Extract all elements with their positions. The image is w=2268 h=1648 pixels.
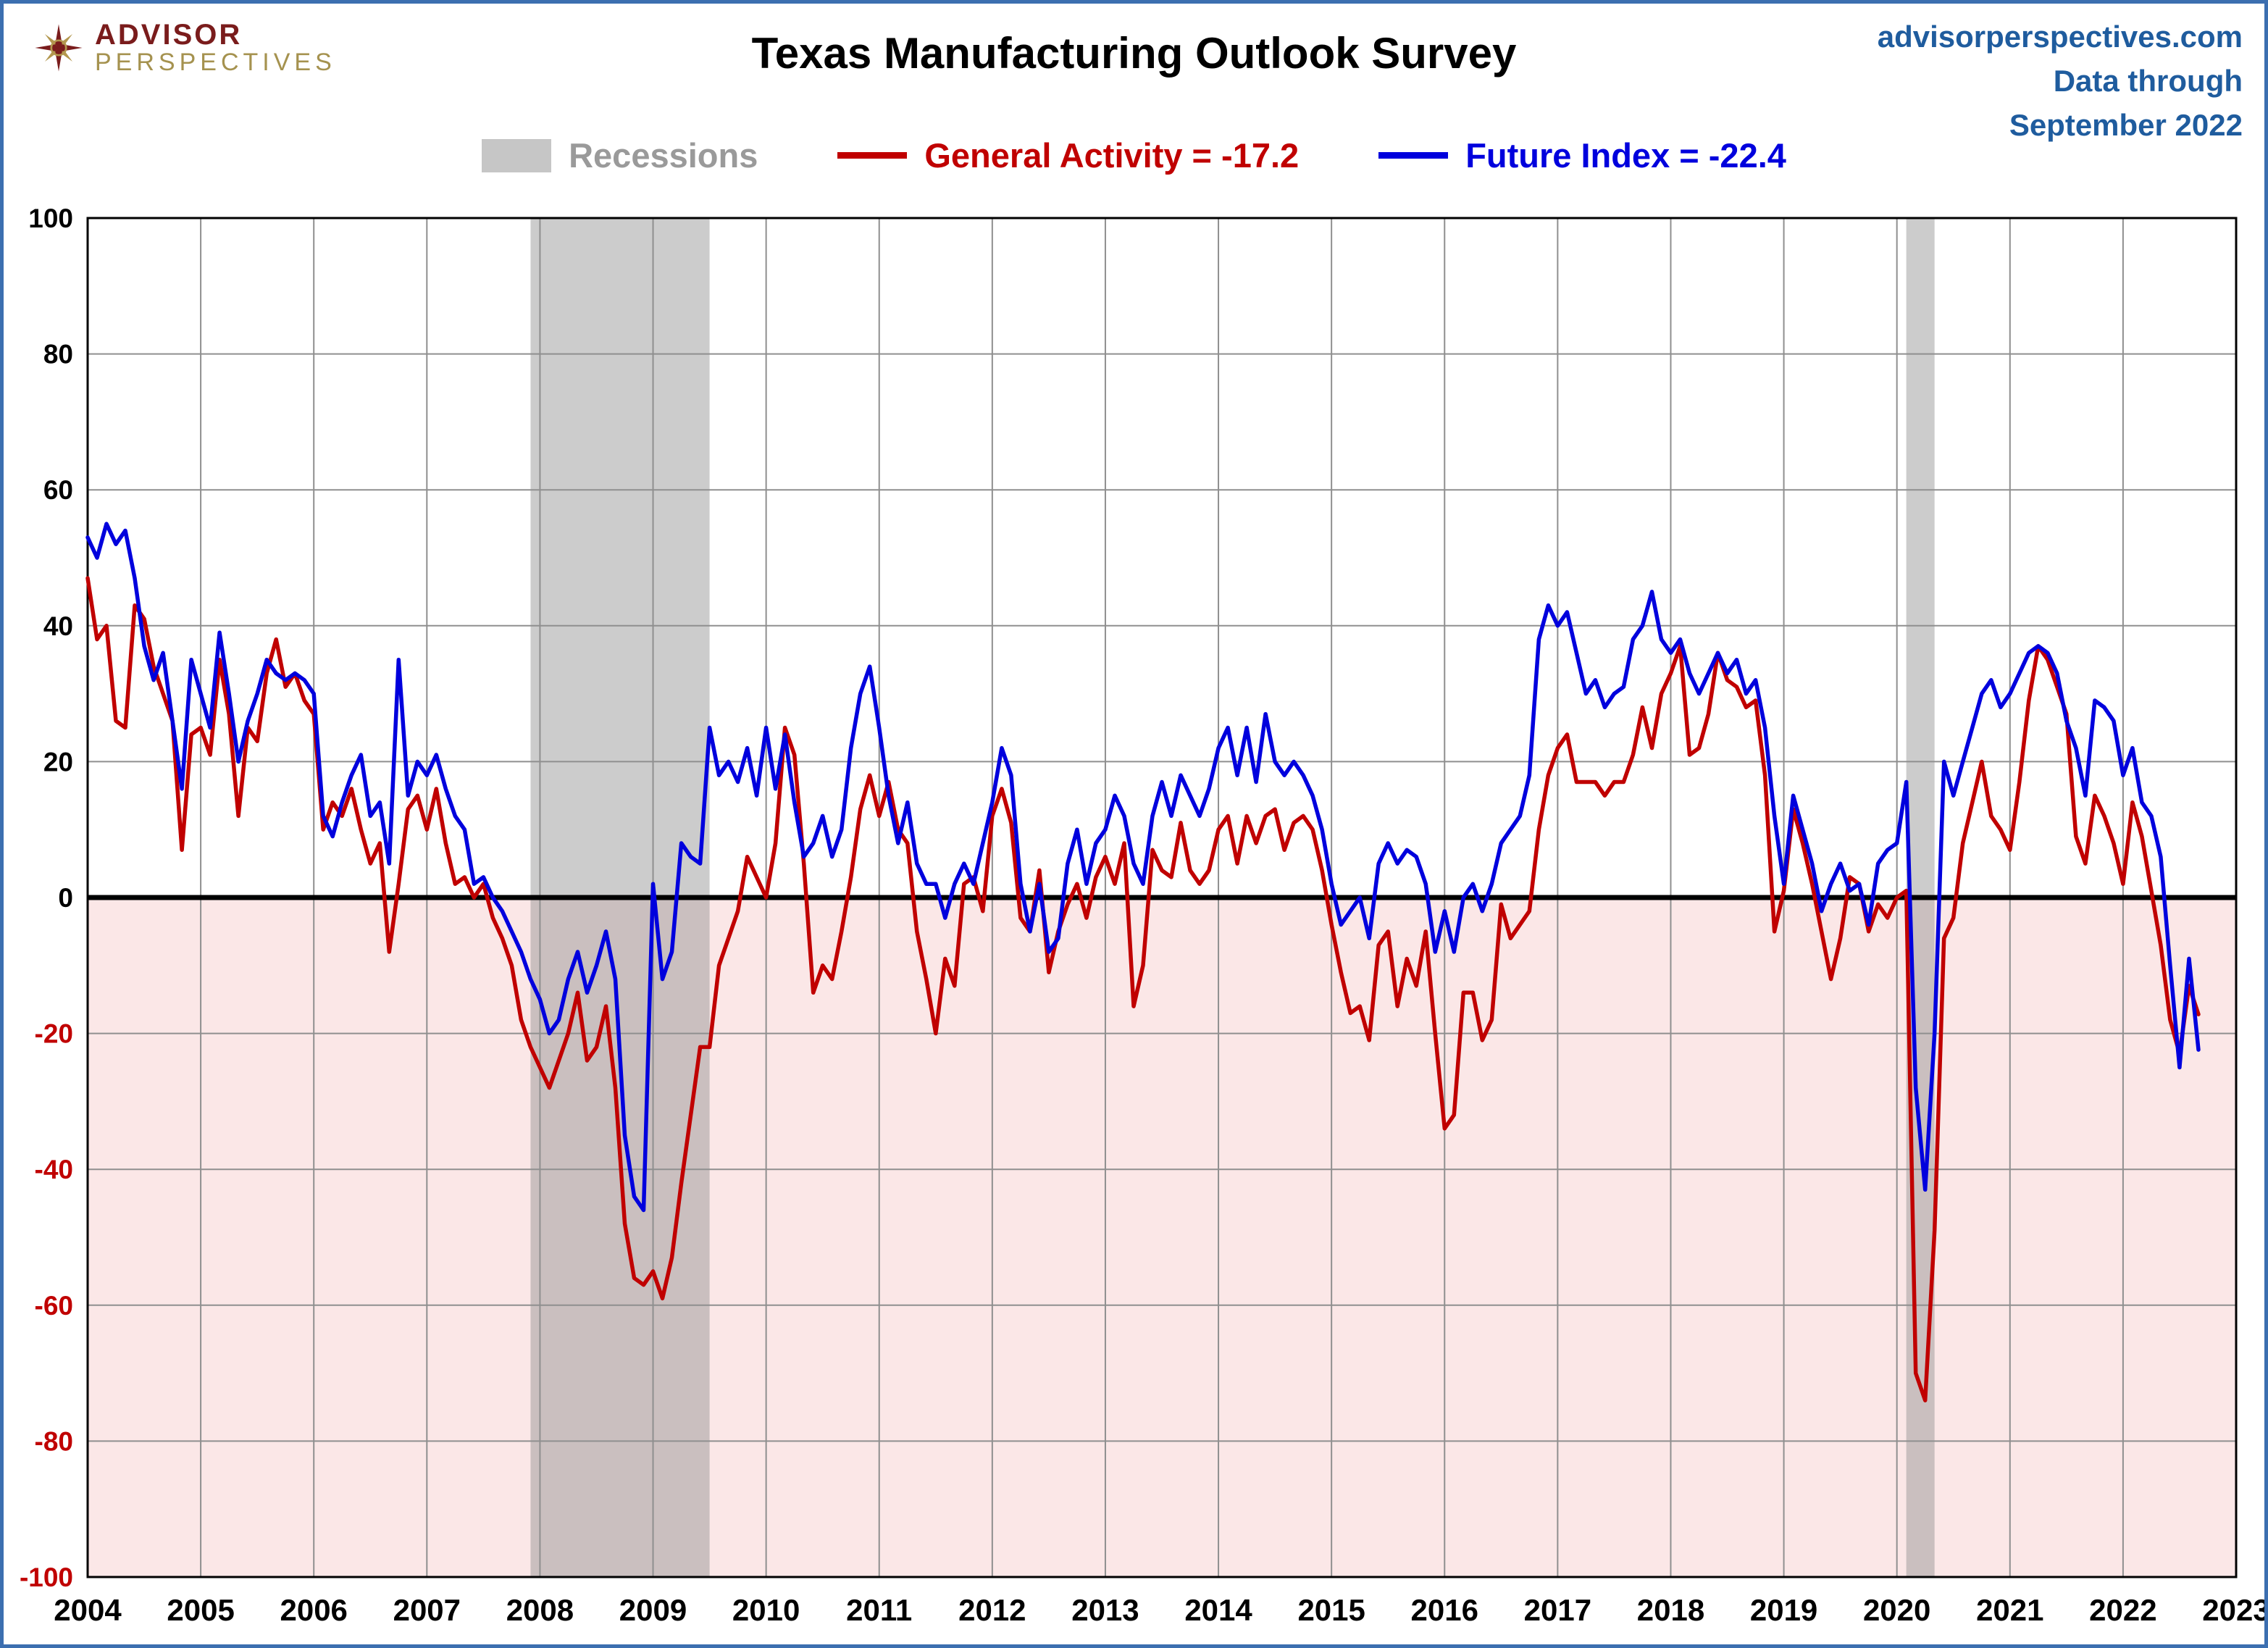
- y-axis-tick-label: -20: [35, 1019, 73, 1049]
- x-axis-tick-label: 2022: [2089, 1593, 2156, 1627]
- data-through-date: September 2022: [2009, 107, 2243, 142]
- logo-perspectives-text: PERSPECTIVES: [95, 49, 336, 76]
- logo-wordmark: ADVISOR PERSPECTIVES: [95, 20, 336, 76]
- advisor-perspectives-logo: ADVISOR PERSPECTIVES: [34, 20, 336, 76]
- y-axis-tick-label: 80: [43, 340, 73, 369]
- y-axis-tick-label: 40: [43, 611, 73, 641]
- source-url-text: advisorperspectives.com: [1877, 20, 2243, 54]
- legend-item-general-activity: General Activity = -17.2: [837, 135, 1299, 175]
- x-axis-tick-label: 2012: [958, 1593, 1026, 1627]
- x-axis-tick-label: 2023: [2202, 1593, 2268, 1627]
- x-axis-tick-label: 2013: [1071, 1593, 1139, 1627]
- y-axis-tick-label: 20: [43, 747, 73, 777]
- x-axis-tick-label: 2018: [1637, 1593, 1704, 1627]
- below-zero-region: [88, 898, 2236, 1577]
- x-axis-tick-label: 2014: [1184, 1593, 1252, 1627]
- x-axis-tick-label: 2019: [1750, 1593, 1817, 1627]
- data-through-label: Data through: [2053, 63, 2243, 98]
- x-axis-tick-label: 2015: [1297, 1593, 1365, 1627]
- x-axis-tick-label: 2017: [1524, 1593, 1591, 1627]
- y-axis-tick-label: -40: [35, 1155, 73, 1184]
- x-axis-tick-label: 2016: [1411, 1593, 1478, 1627]
- x-axis-tick-label: 2010: [732, 1593, 800, 1627]
- x-axis-tick-label: 2007: [393, 1593, 461, 1627]
- x-axis-tick-label: 2009: [619, 1593, 687, 1627]
- y-axis-tick-label: -80: [35, 1426, 73, 1456]
- recessions-label: Recessions: [569, 136, 758, 175]
- x-axis-tick-label: 2004: [54, 1593, 122, 1627]
- compass-rose-icon: [35, 24, 83, 72]
- x-axis-tick-label: 2021: [1976, 1593, 2043, 1627]
- recession-swatch: [482, 138, 552, 172]
- future-index-line: [85, 522, 2201, 1213]
- y-axis-tick-label: 60: [43, 475, 73, 505]
- y-axis-tick-label: -100: [20, 1563, 73, 1592]
- legend-item-future-index: Future Index = -22.4: [1378, 135, 1786, 175]
- general-activity-line: [85, 576, 2201, 1402]
- x-axis-tick-label: 2011: [846, 1593, 912, 1627]
- logo-advisor-text: ADVISOR: [95, 19, 243, 51]
- y-axis-tick-label: 0: [58, 883, 73, 913]
- future-index-line-swatch: [1378, 152, 1449, 159]
- y-axis-tick-label: -60: [35, 1291, 73, 1321]
- plot-border: [86, 217, 2238, 1578]
- source-block: advisorperspectives.com Data through Sep…: [1878, 15, 2243, 148]
- x-axis-tick-label: 2008: [506, 1593, 574, 1627]
- chart-legend: Recessions General Activity = -17.2 Futu…: [4, 135, 2264, 175]
- legend-item-recessions: Recessions: [482, 135, 758, 175]
- general-activity-label: General Activity = -17.2: [924, 136, 1300, 175]
- future-index-label: Future Index = -22.4: [1465, 136, 1786, 175]
- page-title: Texas Manufacturing Outlook Survey: [751, 29, 1517, 78]
- x-axis-tick-label: 2020: [1863, 1593, 1930, 1627]
- x-axis-tick-label: 2006: [280, 1593, 347, 1627]
- x-axis-tick-label: 2005: [167, 1593, 234, 1627]
- general-activity-line-swatch: [837, 152, 908, 159]
- y-axis-tick-label: 100: [28, 204, 73, 233]
